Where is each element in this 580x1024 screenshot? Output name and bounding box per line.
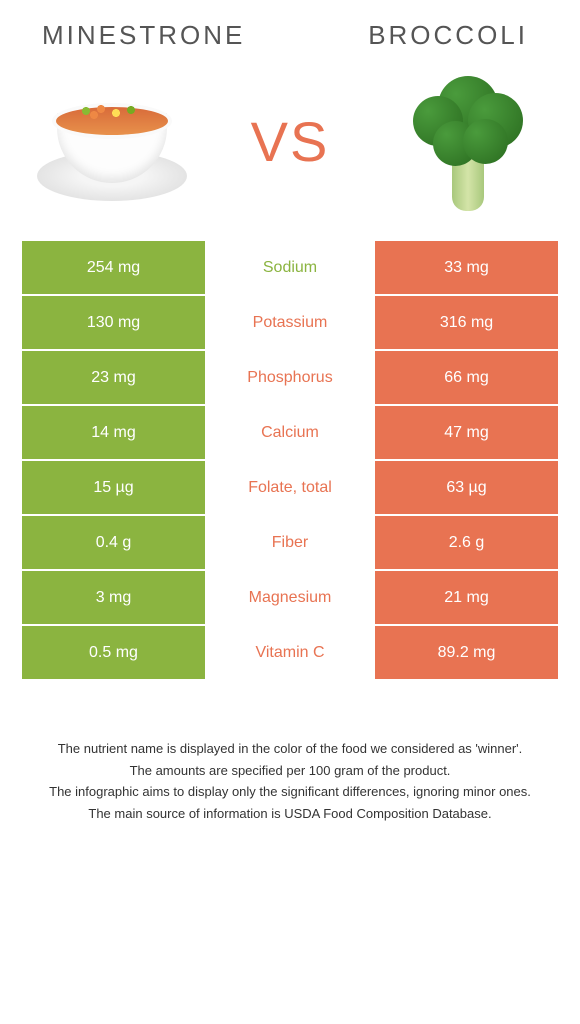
- table-row: 130 mgPotassium316 mg: [22, 296, 558, 349]
- table-row: 3 mgMagnesium21 mg: [22, 571, 558, 624]
- left-value: 3 mg: [22, 571, 205, 624]
- nutrient-name: Sodium: [205, 241, 375, 294]
- footer-line: The main source of information is USDA F…: [27, 804, 553, 824]
- nutrient-name: Calcium: [205, 406, 375, 459]
- right-value: 63 µg: [375, 461, 558, 514]
- right-value: 66 mg: [375, 351, 558, 404]
- footer-notes: The nutrient name is displayed in the co…: [22, 739, 558, 823]
- left-value: 0.4 g: [22, 516, 205, 569]
- footer-line: The amounts are specified per 100 gram o…: [27, 761, 553, 781]
- header: Minestrone Broccoli: [22, 20, 558, 51]
- footer-line: The nutrient name is displayed in the co…: [27, 739, 553, 759]
- left-value: 14 mg: [22, 406, 205, 459]
- left-value: 130 mg: [22, 296, 205, 349]
- right-food-title: Broccoli: [368, 20, 558, 51]
- left-value: 15 µg: [22, 461, 205, 514]
- right-value: 47 mg: [375, 406, 558, 459]
- table-row: 0.4 gFiber2.6 g: [22, 516, 558, 569]
- nutrient-name: Potassium: [205, 296, 375, 349]
- minestrone-image: [32, 71, 192, 211]
- nutrient-name: Folate, total: [205, 461, 375, 514]
- table-row: 15 µgFolate, total63 µg: [22, 461, 558, 514]
- nutrient-table: 254 mgSodium33 mg130 mgPotassium316 mg23…: [22, 241, 558, 679]
- footer-line: The infographic aims to display only the…: [27, 782, 553, 802]
- table-row: 14 mgCalcium47 mg: [22, 406, 558, 459]
- table-row: 0.5 mgVitamin C89.2 mg: [22, 626, 558, 679]
- right-value: 89.2 mg: [375, 626, 558, 679]
- broccoli-image: [388, 71, 548, 211]
- left-value: 254 mg: [22, 241, 205, 294]
- left-value: 23 mg: [22, 351, 205, 404]
- hero-comparison: VS: [22, 71, 558, 211]
- right-value: 33 mg: [375, 241, 558, 294]
- nutrient-name: Fiber: [205, 516, 375, 569]
- right-value: 21 mg: [375, 571, 558, 624]
- table-row: 254 mgSodium33 mg: [22, 241, 558, 294]
- nutrient-name: Vitamin C: [205, 626, 375, 679]
- vs-label: VS: [251, 109, 330, 174]
- nutrient-name: Magnesium: [205, 571, 375, 624]
- left-food-title: Minestrone: [22, 20, 245, 51]
- left-value: 0.5 mg: [22, 626, 205, 679]
- right-value: 316 mg: [375, 296, 558, 349]
- right-value: 2.6 g: [375, 516, 558, 569]
- nutrient-name: Phosphorus: [205, 351, 375, 404]
- table-row: 23 mgPhosphorus66 mg: [22, 351, 558, 404]
